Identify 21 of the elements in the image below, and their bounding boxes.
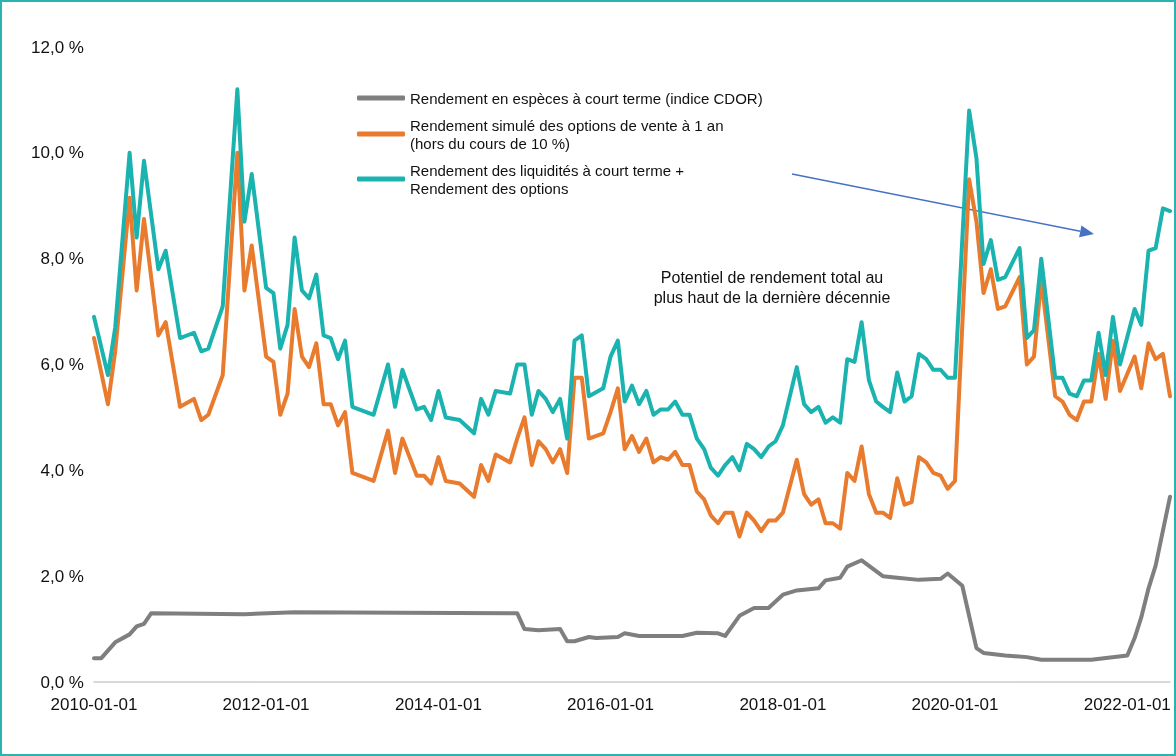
x-tick-label: 2012-01-01 <box>222 695 310 714</box>
x-tick-label: 2020-01-01 <box>911 695 999 714</box>
y-tick-label: 12,0 % <box>31 37 84 57</box>
y-tick-label: 6,0 % <box>40 355 84 374</box>
y-tick-label: 0,0 % <box>40 672 84 692</box>
legend-label: Rendement simulé des options de vente à 1 an (hors du cours de 10 %) <box>410 116 724 152</box>
x-tick-label: 2018-01-01 <box>739 695 827 714</box>
legend-label: Rendement en espèces à court terme (indice CDOR) <box>410 89 763 107</box>
line-series <box>92 494 1172 662</box>
x-tick-label: 2022-01-01 <box>1083 695 1171 714</box>
x-tick-label: 2016-01-01 <box>567 695 655 714</box>
y-tick-label: 10,0 % <box>31 143 84 163</box>
line-series <box>92 150 1172 539</box>
annotation: Potentiel de rendement total au plus haut de la dernière décennie <box>653 268 891 306</box>
legend-label: Rendement des liquidités à court terme + Rendement des options <box>410 161 685 197</box>
x-tick-label: 2010-01-01 <box>50 695 138 714</box>
y-tick-label: 8,0 % <box>40 249 84 269</box>
line-series <box>92 87 1172 478</box>
y-tick-label: 2,0 % <box>40 566 84 586</box>
x-tick-label: 2014-01-01 <box>394 695 482 714</box>
y-tick-label: 4,0 % <box>40 460 84 480</box>
